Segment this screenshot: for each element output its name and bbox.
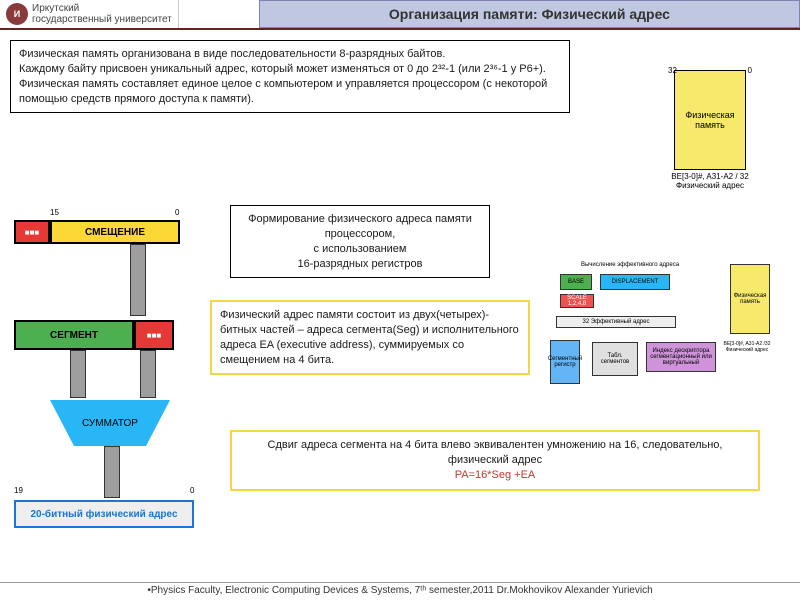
segment-pad: ■■■ <box>134 320 174 350</box>
phys-out-block: 20-битный физический адрес <box>14 500 194 528</box>
mem-bottom-label: BE[3-0]#, A31-A2 / 32 Физический адрес <box>650 172 770 190</box>
intro-box: Физическая память организована в виде по… <box>10 40 570 113</box>
tick-19: 19 <box>14 486 23 495</box>
flow-diagram: 15 0 ■■■ СМЕЩЕНИЕ СЕГМЕНТ ■■■ СУММАТОР 1… <box>10 220 220 570</box>
comp-base: BASE <box>560 274 592 290</box>
offset-label: СМЕЩЕНИЕ <box>85 227 145 238</box>
comp-scale: SCALE 1,2,4,8 <box>560 294 594 308</box>
segment-label: СЕГМЕНТ <box>50 330 98 341</box>
dots-icon: ■■■ <box>25 228 40 237</box>
footer-text: Physics Faculty, Electronic Computing De… <box>151 585 653 596</box>
mem-label: Физическая память <box>675 110 745 130</box>
tick-0b: 0 <box>190 486 194 495</box>
comp-seg-reg: Сегментный регистр <box>550 340 580 384</box>
logo-text: Иркутский государственный университет <box>32 3 172 25</box>
intro-b3: Физическая память составляет единое цело… <box>19 77 561 107</box>
tick-0a: 0 <box>175 208 179 217</box>
page-title: Организация памяти: Физический адрес <box>259 0 800 28</box>
uni-name-1: Иркутский <box>32 3 172 14</box>
logo: И Иркутский государственный университет <box>0 0 179 28</box>
intro-b2: Каждому байту присвоен уникальный адрес,… <box>19 62 561 77</box>
shift-formula: PA=16*Seg +EA <box>240 468 750 483</box>
seg-ea-box: Физический адрес памяти состоит из двух(… <box>210 300 530 375</box>
compound-diagram: Вычисление эффективного адреса BASE DISP… <box>550 260 780 410</box>
adder-label: СУММАТОР <box>82 418 138 429</box>
intro-b1: Физическая память организована в виде по… <box>19 47 561 62</box>
adder-block: СУММАТОР <box>50 400 170 446</box>
mem-top-left: 32 <box>668 66 677 75</box>
segment-block: СЕГМЕНТ <box>14 320 134 350</box>
header: И Иркутский государственный университет … <box>0 0 800 30</box>
mem-rect: Физическая память <box>674 70 746 170</box>
dots2-icon: ■■■ <box>147 331 162 340</box>
comp-desc: Индекс дескриптора сегментационный или в… <box>646 342 716 372</box>
offset-block: СМЕЩЕНИЕ <box>50 220 180 244</box>
footer: •Physics Faculty, Electronic Computing D… <box>0 582 800 596</box>
arrow-offset-down <box>130 244 146 316</box>
comp-ea: 32 Эффективный адрес <box>556 316 676 328</box>
uni-name-2: государственный университет <box>32 14 172 25</box>
shift-box: Сдвиг адреса сегмента на 4 бита влево эк… <box>230 430 760 491</box>
comp-title: Вычисление эффективного адреса <box>550 260 710 270</box>
formation-box: Формирование физического адреса памяти п… <box>230 205 490 278</box>
arrow-adder-out <box>104 446 120 498</box>
comp-mem-addr: BE[3-0]#, A31-A2 /32 Физический адрес <box>714 338 780 356</box>
mem-small-diagram: 32 0 Физическая память BE[3-0]#, A31-A2 … <box>650 70 770 200</box>
arrow-seg-down <box>70 350 86 398</box>
comp-mem: Физическая память <box>730 264 770 334</box>
content: Физическая память организована в виде по… <box>0 30 800 570</box>
comp-sel-table: Табл. сегментов <box>592 342 638 376</box>
tick-15: 15 <box>50 208 59 217</box>
comp-disp: DISPLACEMENT <box>600 274 670 290</box>
offset-pad: ■■■ <box>14 220 50 244</box>
arrow-off-down2 <box>140 350 156 398</box>
mem-top-right: 0 <box>748 66 752 75</box>
logo-icon: И <box>6 3 28 25</box>
shift-line: Сдвиг адреса сегмента на 4 бита влево эк… <box>240 438 750 468</box>
phys-out-label: 20-битный физический адрес <box>30 509 177 520</box>
